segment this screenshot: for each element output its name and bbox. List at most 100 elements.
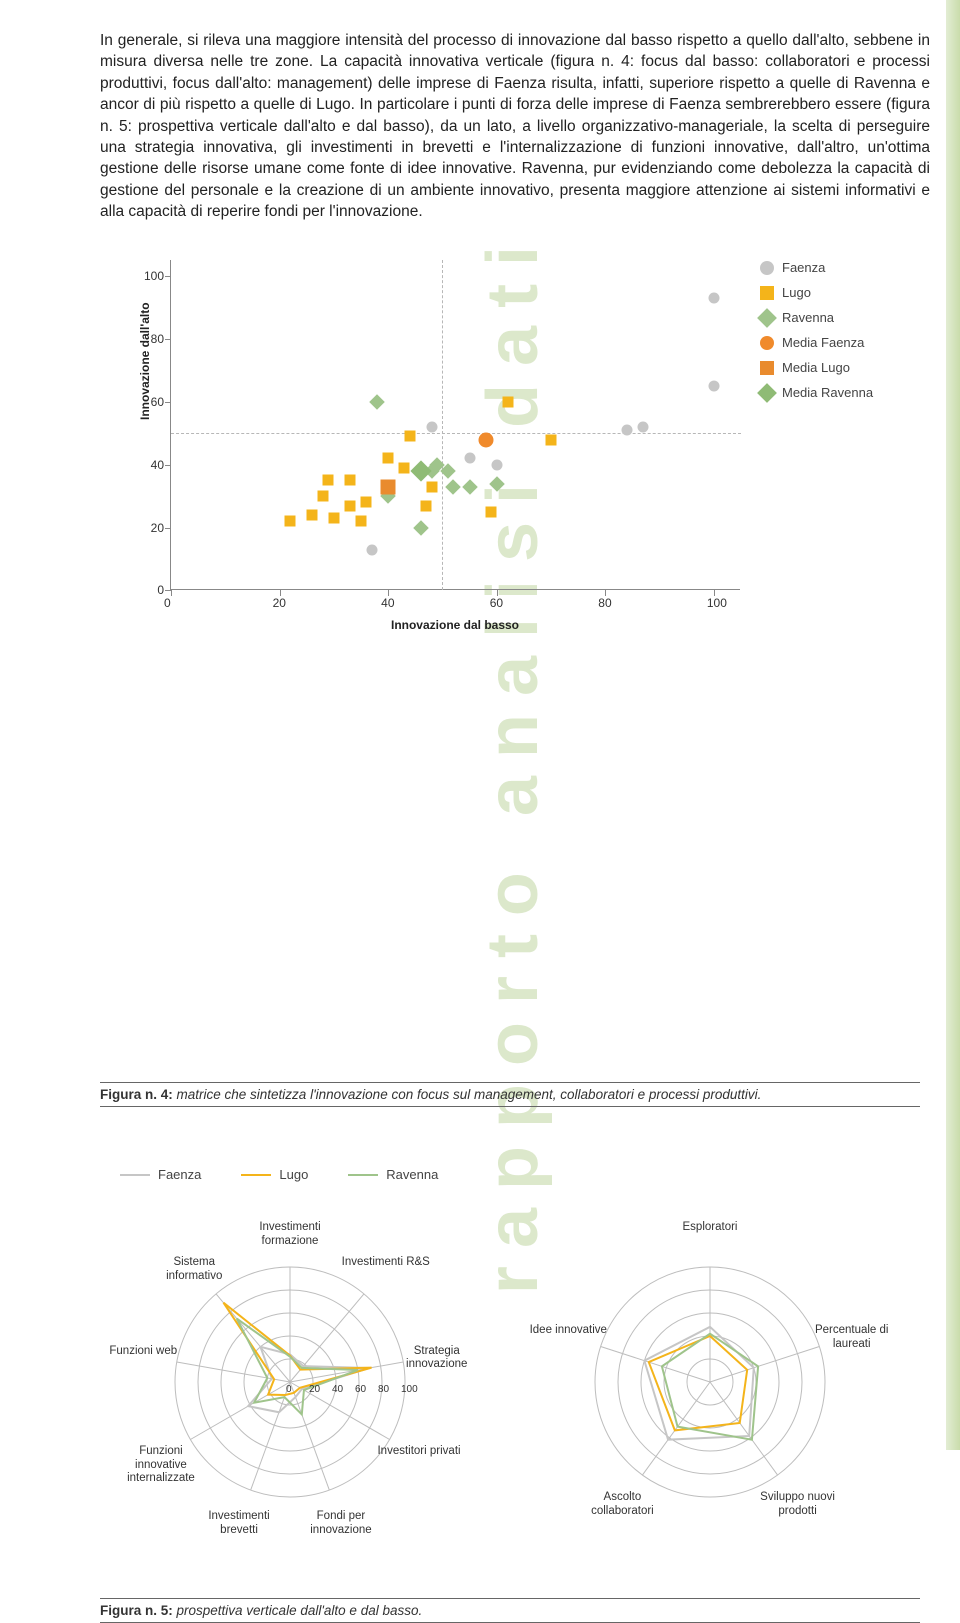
- scatter-point: [464, 453, 475, 464]
- scatter-point: [345, 475, 356, 486]
- scatter-x-tick: 80: [598, 596, 611, 610]
- radar-tick: 40: [332, 1384, 343, 1395]
- scatter-point: [426, 481, 437, 492]
- figure-5-caption-text: prospettiva verticale dall'alto e dal ba…: [173, 1603, 422, 1618]
- scatter-point: [638, 421, 649, 432]
- scatter-y-tick: 80: [140, 332, 164, 346]
- scatter-point: [404, 431, 415, 442]
- scatter-x-tick: 60: [490, 596, 503, 610]
- scatter-y-tick: 40: [140, 458, 164, 472]
- radar-tick: 20: [309, 1384, 320, 1395]
- radar-tick: 100: [401, 1384, 418, 1395]
- scatter-x-tick: 20: [273, 596, 286, 610]
- right-gradient-band: [946, 0, 960, 1450]
- scatter-point: [323, 475, 334, 486]
- scatter-x-tick: 100: [707, 596, 727, 610]
- scatter-y-tick: 0: [140, 583, 164, 597]
- legend-swatch: [757, 383, 777, 403]
- scatter-x-tick: 40: [381, 596, 394, 610]
- radar-axis-label: Funzioni web: [95, 1345, 191, 1359]
- scatter-point: [370, 394, 386, 410]
- radar-axis-label: Investimenti formazione: [242, 1221, 338, 1249]
- radar-legend: Faenza Lugo Ravenna: [120, 1167, 920, 1182]
- scatter-point: [546, 434, 557, 445]
- radar-legend-label: Ravenna: [386, 1167, 438, 1182]
- scatter-point: [502, 396, 513, 407]
- radar-legend-line: [348, 1174, 378, 1176]
- legend-item: Ravenna: [760, 310, 920, 325]
- legend-swatch: [760, 286, 774, 300]
- scatter-point: [491, 459, 502, 470]
- scatter-point: [356, 516, 367, 527]
- legend-label: Media Ravenna: [782, 385, 873, 400]
- scatter-point: [399, 462, 410, 473]
- body-paragraph: In generale, si rileva una maggiore inte…: [100, 30, 930, 222]
- scatter-point: [366, 544, 377, 555]
- scatter-legend: Faenza Lugo Ravenna Media Faenza Media Lugo M…: [760, 260, 920, 410]
- legend-label: Lugo: [782, 285, 811, 300]
- radar-legend-line: [241, 1174, 271, 1176]
- legend-label: Ravenna: [782, 310, 834, 325]
- main-content: In generale, si rileva una maggiore inte…: [100, 30, 930, 1623]
- scatter-point: [708, 381, 719, 392]
- scatter-point: [361, 497, 372, 508]
- figure-4-caption-bold: Figura n. 4:: [100, 1087, 173, 1102]
- scatter-point: [413, 520, 429, 536]
- radar-legend-item: Faenza: [120, 1167, 201, 1182]
- radar-chart-1: Investimenti formazioneInvestimenti R&SS…: [100, 1202, 480, 1582]
- legend-swatch: [760, 336, 774, 350]
- legend-swatch: [757, 308, 777, 328]
- legend-label: Faenza: [782, 260, 825, 275]
- legend-item: Faenza: [760, 260, 920, 275]
- scatter-point: [381, 479, 396, 494]
- scatter-point: [328, 513, 339, 524]
- radar-axis-label: Idee innovative: [520, 1324, 616, 1338]
- scatter-point: [421, 500, 432, 511]
- scatter-point: [486, 506, 497, 517]
- legend-label: Media Lugo: [782, 360, 850, 375]
- scatter-point: [446, 479, 462, 495]
- legend-item: Media Faenza: [760, 335, 920, 350]
- scatter-point: [285, 516, 296, 527]
- scatter-plot-area: [170, 260, 740, 590]
- radar-axis-label: Ascolto collaboratori: [574, 1491, 670, 1519]
- scatter-y-tick: 100: [140, 269, 164, 283]
- figure-4-caption-text: matrice che sintetizza l'innovazione con…: [173, 1087, 762, 1102]
- scatter-x-axis-label: Innovazione dal basso: [170, 618, 740, 632]
- radar-section: Faenza Lugo Ravenna Investimenti formazion…: [100, 1167, 920, 1623]
- radar-axis-label: Funzioni innovative internalizzate: [113, 1445, 209, 1486]
- legend-item: Media Ravenna: [760, 385, 920, 400]
- radar-tick: 60: [355, 1384, 366, 1395]
- figure-5-caption: Figura n. 5: prospettiva verticale dall'…: [100, 1598, 920, 1623]
- radar-tick: 0: [286, 1384, 292, 1395]
- radar-axis-label: Percentuale di laureati: [804, 1324, 900, 1352]
- radar-legend-item: Lugo: [241, 1167, 308, 1182]
- legend-swatch: [760, 361, 774, 375]
- scatter-point: [318, 491, 329, 502]
- scatter-point: [489, 476, 505, 492]
- radar-axis-label: Sviluppo nuovi prodotti: [750, 1491, 846, 1519]
- radar-axis-label: Investimenti brevetti: [191, 1510, 287, 1538]
- scatter-x-tick: 0: [164, 596, 171, 610]
- scatter-point: [708, 293, 719, 304]
- legend-item: Lugo: [760, 285, 920, 300]
- radar-legend-item: Ravenna: [348, 1167, 438, 1182]
- figure-5-caption-bold: Figura n. 5:: [100, 1603, 173, 1618]
- scatter-chart: Innovazione dall'alto Innovazione dal ba…: [100, 250, 920, 670]
- legend-label: Media Faenza: [782, 335, 864, 350]
- radar-axis-label: Fondi per innovazione: [293, 1510, 389, 1538]
- radar-legend-label: Faenza: [158, 1167, 201, 1182]
- radar-axis-label: Strategia innovazione: [389, 1345, 485, 1373]
- scatter-point: [462, 479, 478, 495]
- radar-axis-label: Investitori privati: [371, 1445, 467, 1459]
- scatter-y-tick: 20: [140, 521, 164, 535]
- radar-chart-2: Esploratori Percentuale di laureati Svilup…: [520, 1202, 900, 1582]
- scatter-point: [622, 425, 633, 436]
- legend-swatch: [760, 261, 774, 275]
- radar-axis-label: Esploratori: [662, 1221, 758, 1235]
- radar-axis-label: Investimenti R&S: [338, 1256, 434, 1270]
- radar-legend-line: [120, 1174, 150, 1176]
- scatter-y-tick: 60: [140, 395, 164, 409]
- figure-4-caption: Figura n. 4: matrice che sintetizza l'in…: [100, 1082, 920, 1107]
- scatter-point: [383, 453, 394, 464]
